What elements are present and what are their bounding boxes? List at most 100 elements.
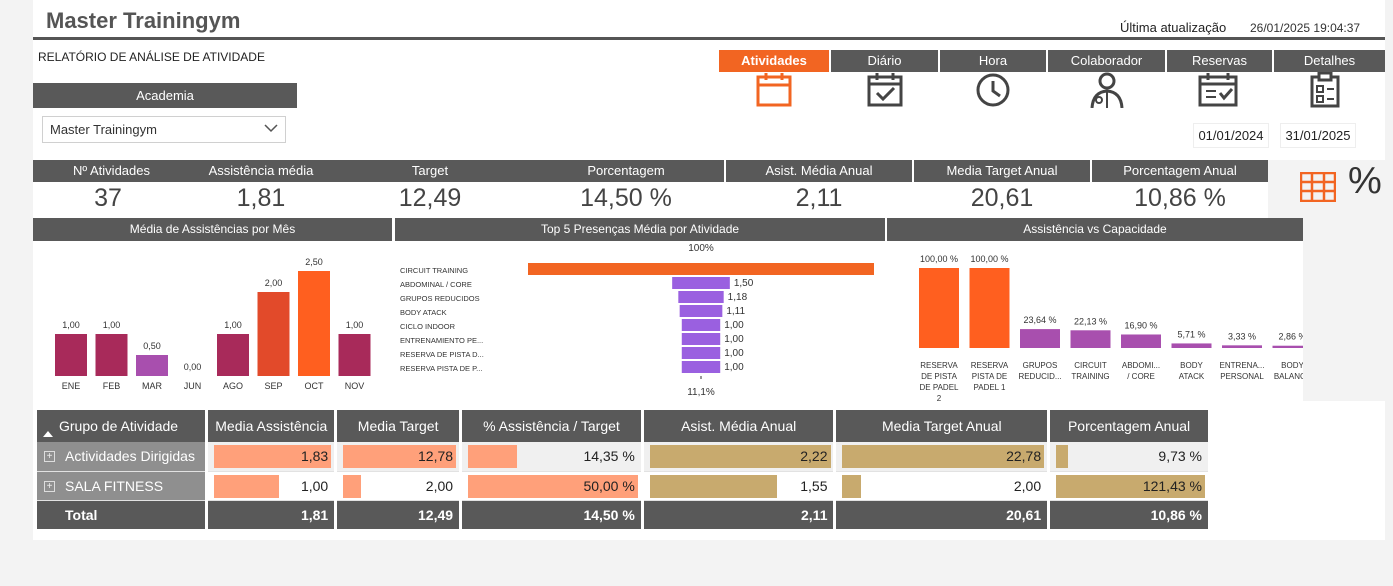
capacity-tick-label: GRUPOS REDUCID... xyxy=(1018,361,1061,381)
top5-funnel-chart: 100% CIRCUIT TRAINING ABDOMINAL / CORE 1,50… xyxy=(395,241,885,401)
academia-select[interactable]: Master Trainingym xyxy=(42,116,286,143)
funnel-bar xyxy=(681,333,721,345)
value-cell: 14,35 % xyxy=(460,442,644,472)
value-cell: 50,00 % xyxy=(460,471,644,501)
percent-toggle[interactable]: % xyxy=(1348,160,1382,202)
right-margin xyxy=(1385,0,1393,586)
date-to-input[interactable]: 31/01/2025 xyxy=(1280,123,1356,148)
value-cell: 2,00 xyxy=(335,471,463,501)
cell-value: 9,73 % xyxy=(1158,448,1202,465)
expand-icon[interactable]: + xyxy=(44,480,55,492)
tab-colaborador[interactable]: Colaborador xyxy=(1048,50,1165,72)
group-label: SALA FITNESS xyxy=(65,477,164,494)
cell-value: 50,00 % xyxy=(583,477,635,494)
capacity-bar xyxy=(919,268,959,348)
activity-group-table: Grupo de Atividade Media Assistência Med… xyxy=(37,410,1211,529)
group-cell[interactable]: + SALA FITNESS xyxy=(37,471,209,501)
clipboard-icon[interactable] xyxy=(1308,71,1342,108)
col-header-porcentagem-anual[interactable]: Porcentagem Anual xyxy=(1048,410,1211,442)
data-bar xyxy=(842,474,861,498)
capacity-tick-label: ABDOMI... / CORE xyxy=(1122,361,1160,381)
col-header-grupo[interactable]: Grupo de Atividade xyxy=(37,410,209,442)
funnel-value-label: 1,50 xyxy=(734,278,754,289)
kpi-value-porcentagem-anual: 10,86 % xyxy=(1134,184,1226,212)
total-value: 10,86 % xyxy=(1048,500,1211,529)
data-bar xyxy=(1056,474,1206,498)
calendar-list-icon[interactable] xyxy=(1198,72,1238,108)
value-cell: 1,83 xyxy=(206,442,338,472)
clock-icon[interactable] xyxy=(973,72,1013,108)
capacity-tick-label: RESERVA DE PISTA DE PADEL 2 xyxy=(920,361,960,401)
month-value-label: 2,50 xyxy=(305,257,323,267)
value-cell: 1,55 xyxy=(642,471,837,501)
table-row[interactable]: + Actividades Dirigidas 1,83 12,78 14,35 % 2,… xyxy=(37,442,1211,472)
col-header-assistencia-target[interactable]: % Assistência / Target xyxy=(460,410,644,442)
month-bar xyxy=(338,334,371,376)
col-header-media-assistencia[interactable]: Media Assistência xyxy=(206,410,338,442)
capacity-tick-label: BODY ATACK xyxy=(1179,361,1205,381)
cell-value: 14,35 % xyxy=(583,448,635,465)
kpi-label-porcentagem: Porcentagem xyxy=(528,160,724,182)
data-bar xyxy=(842,445,1045,468)
funnel-bar xyxy=(679,305,723,317)
title-divider xyxy=(33,37,1385,40)
funnel-bar xyxy=(681,319,721,331)
data-bar xyxy=(649,445,831,468)
funnel-value-label: 1,00 xyxy=(724,348,744,359)
funnel-bar xyxy=(681,347,721,359)
value-cell: 2,00 xyxy=(834,471,1051,501)
month-value-label: 1,00 xyxy=(346,320,364,330)
kpi-value-porcentagem: 14,50 % xyxy=(580,184,672,212)
academia-filter-label: Academia xyxy=(33,83,297,108)
report-subtitle: RELATÓRIO DE ANÁLISE DE ATIVIDADE xyxy=(38,50,265,64)
funnel-value-label: 1,00 xyxy=(724,320,744,331)
tab-diario[interactable]: Diário xyxy=(831,50,938,72)
left-margin xyxy=(0,0,33,586)
funnel-bar xyxy=(672,277,730,289)
expand-icon[interactable]: + xyxy=(44,451,55,462)
capacity-bar xyxy=(1020,329,1060,348)
table-icon[interactable] xyxy=(1299,171,1337,203)
cell-value: 1,00 xyxy=(300,477,329,494)
data-bar xyxy=(649,474,777,498)
month-bar xyxy=(257,292,290,376)
kpi-value-atividades: 37 xyxy=(94,184,122,212)
capacity-bar xyxy=(969,268,1010,348)
funnel-category-label: BODY ATACK xyxy=(400,308,447,317)
table-row[interactable]: + SALA FITNESS 1,00 2,00 50,00 % 1,55 2,00 121,… xyxy=(37,471,1211,501)
person-icon[interactable] xyxy=(1087,72,1127,109)
col-header-target-anual[interactable]: Media Target Anual xyxy=(834,410,1051,442)
funnel-category-label: ABDOMINAL / CORE xyxy=(400,280,472,289)
cell-value: 20,61 xyxy=(1006,506,1042,523)
calendar-check-icon[interactable] xyxy=(865,72,905,108)
col-header-asist-anual[interactable]: Asist. Média Anual xyxy=(642,410,837,442)
tab-atividades[interactable]: Atividades xyxy=(719,50,829,72)
col-header-media-target[interactable]: Media Target xyxy=(335,410,463,442)
capacity-bar xyxy=(1070,330,1111,348)
month-value-label: 0,50 xyxy=(143,341,161,351)
cell-value: 1,55 xyxy=(800,477,828,494)
group-cell[interactable]: + Actividades Dirigidas xyxy=(37,442,209,472)
tab-detalhes[interactable]: Detalhes xyxy=(1274,50,1385,72)
attendance-capacity-chart: 100,00 % RESERVA DE PISTA DE PADEL 2 100,00 %… xyxy=(887,241,1303,401)
funnel-value-label: 1,18 xyxy=(728,292,748,303)
funnel-category-label: RESERVA DE PISTA D... xyxy=(400,350,484,359)
total-value: 12,49 xyxy=(335,500,463,529)
kpi-value-asist-anual: 2,11 xyxy=(795,184,843,212)
date-from-input[interactable]: 01/01/2024 xyxy=(1193,123,1269,148)
total-value: 2,11 xyxy=(642,500,837,529)
month-bar xyxy=(95,334,128,376)
cell-value: 10,86 % xyxy=(1150,506,1202,523)
kpi-label-target: Target xyxy=(332,160,528,182)
capacity-value-label: 3,33 % xyxy=(1228,331,1256,341)
tab-reservas[interactable]: Reservas xyxy=(1167,50,1272,72)
month-tick-label: SEP xyxy=(264,381,282,391)
data-bar xyxy=(343,474,362,498)
cell-value: 1,81 xyxy=(300,506,329,523)
kpi-value-assistencia: 1,81 xyxy=(236,184,286,212)
calendar-icon[interactable] xyxy=(754,72,794,108)
funnel-category-label: RESERVA PISTA DE P... xyxy=(400,364,482,373)
cell-value: 2,11 xyxy=(801,506,828,523)
total-value: 1,81 xyxy=(206,500,338,529)
tab-hora[interactable]: Hora xyxy=(940,50,1046,72)
